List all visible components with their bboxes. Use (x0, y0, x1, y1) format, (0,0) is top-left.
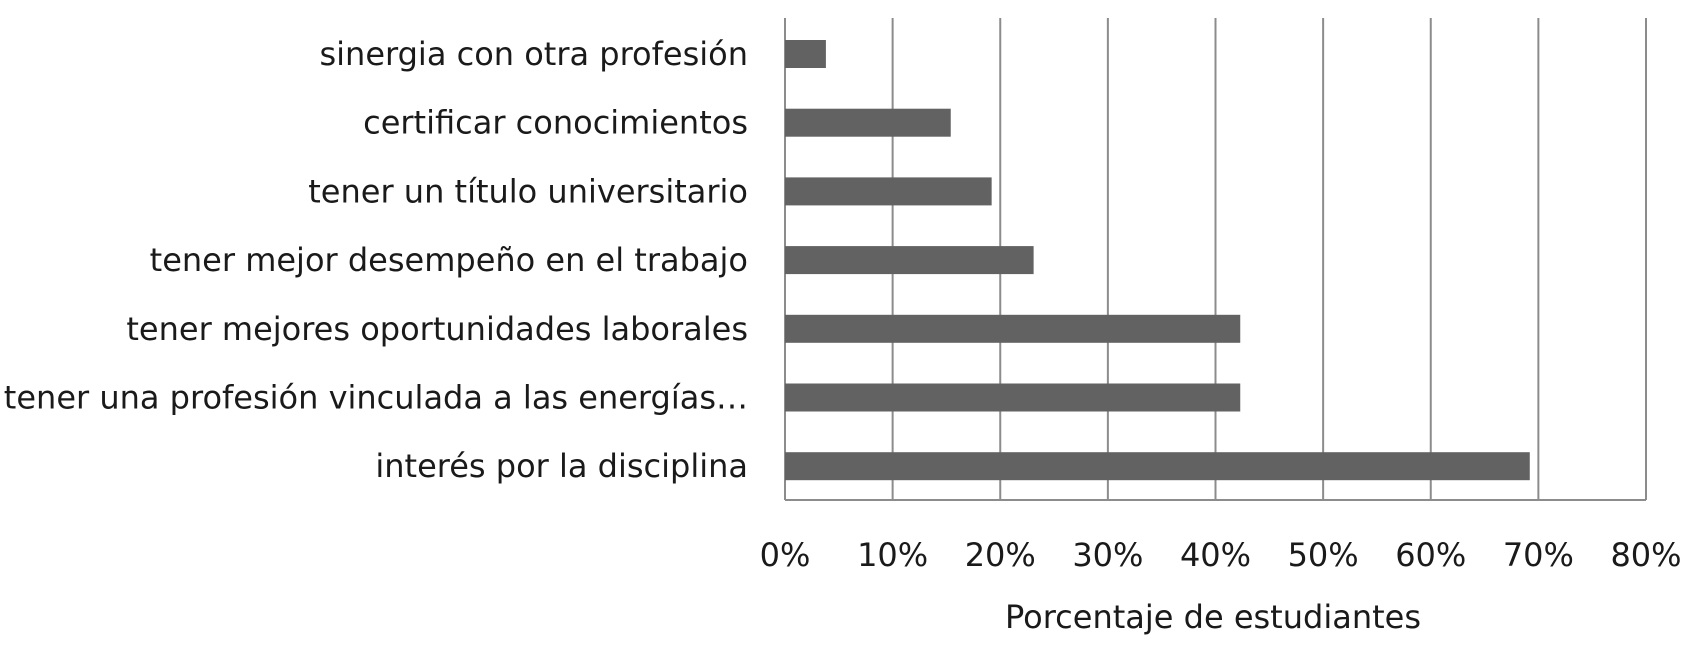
category-labels: sinergia con otra profesión certificar co… (4, 35, 748, 485)
category-label: sinergia con otra profesión (319, 35, 748, 73)
x-tick-label: 30% (1072, 536, 1143, 574)
x-tick-labels: 0% 10% 20% 30% 40% 50% 60% 70% 80% (760, 536, 1682, 574)
category-label: tener mejor desempeño en el trabajo (150, 241, 748, 279)
x-tick-label: 80% (1610, 536, 1681, 574)
x-tick-label: 60% (1395, 536, 1466, 574)
bar (785, 108, 951, 137)
category-label: tener un título universitario (308, 172, 748, 210)
bar (785, 383, 1241, 412)
bar (785, 314, 1241, 343)
category-label: tener una profesión vinculada a las ener… (4, 379, 748, 417)
bars (785, 40, 1530, 481)
category-label: tener mejores oportunidades laborales (126, 310, 748, 348)
x-tick-label: 0% (760, 536, 811, 574)
x-axis-title: Porcentaje de estudiantes (1005, 598, 1421, 636)
x-tick-label: 20% (965, 536, 1036, 574)
bar (785, 452, 1530, 481)
category-label: certificar conocimientos (363, 104, 748, 142)
x-tick-label: 70% (1503, 536, 1574, 574)
x-tick-label: 10% (857, 536, 928, 574)
bar (785, 177, 992, 206)
bar (785, 246, 1034, 275)
gridlines (784, 18, 1647, 501)
bar (785, 40, 826, 68)
category-label: interés por la disciplina (375, 447, 748, 485)
x-tick-label: 40% (1180, 536, 1251, 574)
x-tick-label: 50% (1288, 536, 1359, 574)
